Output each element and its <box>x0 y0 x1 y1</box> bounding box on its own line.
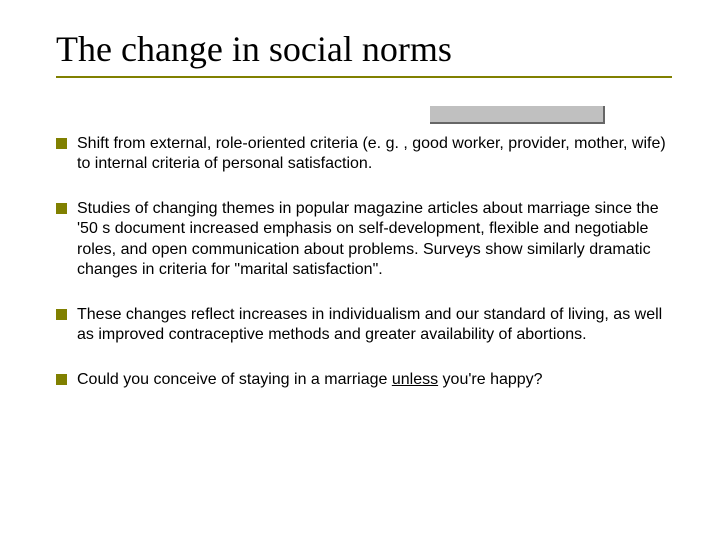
list-item: Shift from external, role-oriented crite… <box>56 134 672 175</box>
bullet-text: These changes reflect increases in indiv… <box>77 305 672 346</box>
slide: The change in social norms Shift from ex… <box>0 0 720 540</box>
title-underline <box>56 76 672 78</box>
slide-content: Shift from external, role-oriented crite… <box>56 134 672 390</box>
bullet-icon <box>56 138 67 149</box>
bullet-text-post: you're happy? <box>438 371 542 388</box>
list-item: Studies of changing themes in popular ma… <box>56 199 672 281</box>
decorative-shadow-box <box>430 106 605 124</box>
bullet-text-underlined: unless <box>392 371 438 388</box>
list-item: These changes reflect increases in indiv… <box>56 305 672 346</box>
bullet-text: Could you conceive of staying in a marri… <box>77 370 672 390</box>
bullet-icon <box>56 374 67 385</box>
bullet-icon <box>56 309 67 320</box>
bullet-icon <box>56 203 67 214</box>
bullet-text-pre: Could you conceive of staying in a marri… <box>77 371 392 388</box>
bullet-text: Studies of changing themes in popular ma… <box>77 199 672 281</box>
list-item: Could you conceive of staying in a marri… <box>56 370 672 390</box>
slide-title: The change in social norms <box>56 28 672 70</box>
bullet-text: Shift from external, role-oriented crite… <box>77 134 672 175</box>
